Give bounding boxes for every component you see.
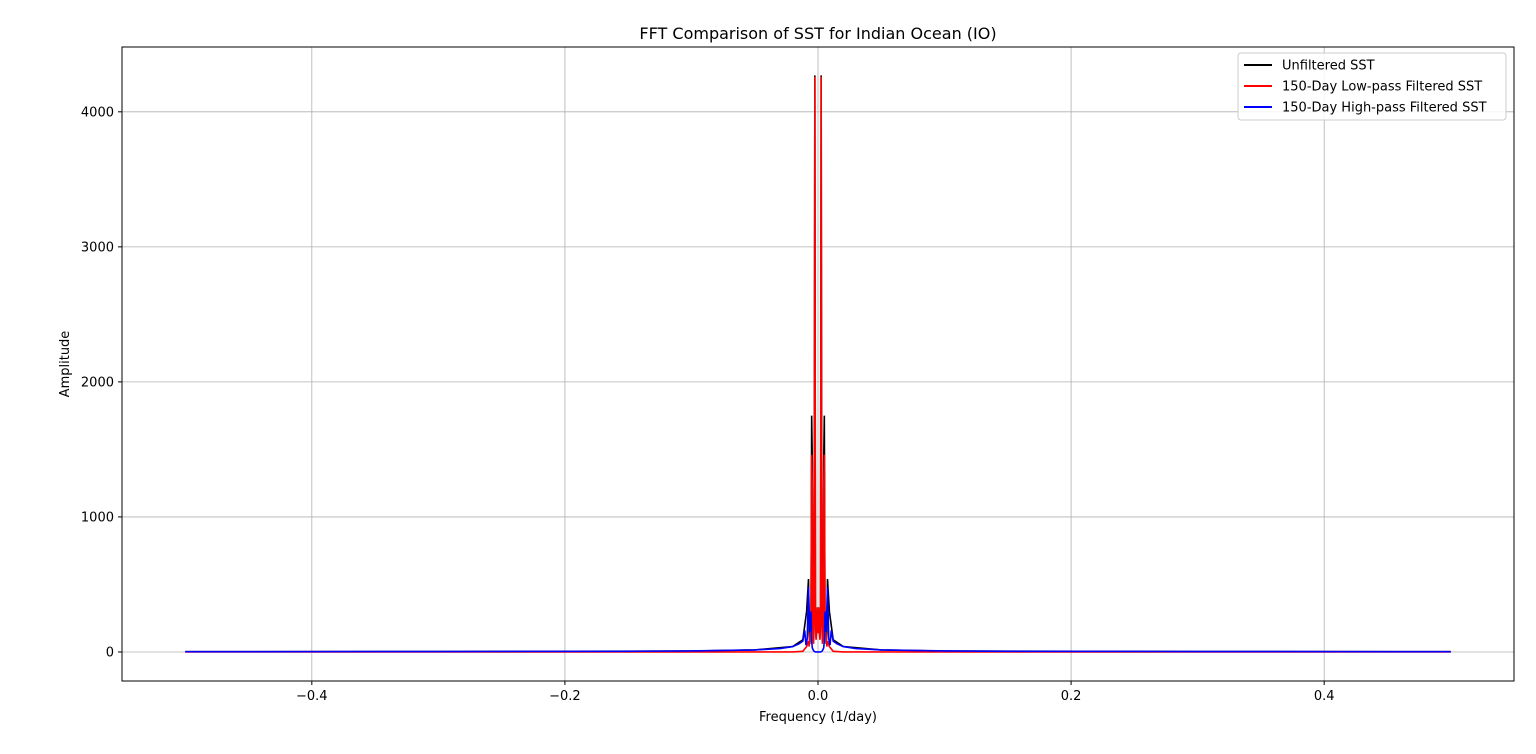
legend-label: 150-Day Low-pass Filtered SST — [1282, 80, 1482, 95]
x-tick-label: 0.4 — [1314, 689, 1335, 704]
axis-ticks: −0.4 −0.2 0.0 0.2 0.4 0 1000 2000 3000 4000 — [81, 105, 1335, 704]
x-tick-label: −0.4 — [296, 689, 328, 704]
chart-title: FFT Comparison of SST for Indian Ocean (… — [639, 24, 996, 43]
series-line-2 — [185, 587, 1451, 653]
y-tick-label: 2000 — [81, 375, 114, 390]
y-tick-label: 4000 — [81, 105, 114, 120]
y-tick-label: 3000 — [81, 240, 114, 255]
y-tick-label: 1000 — [81, 510, 114, 525]
legend: Unfiltered SST 150-Day Low-pass Filtered … — [1237, 52, 1507, 121]
x-tick-label: 0.0 — [808, 689, 829, 704]
series-lines — [185, 75, 1451, 653]
legend-label: 150-Day High-pass Filtered SST — [1282, 101, 1487, 116]
legend-box — [1237, 52, 1507, 121]
legend-label: Unfiltered SST — [1282, 59, 1375, 74]
x-tick-label: 0.2 — [1061, 689, 1082, 704]
x-axis-title: Frequency (1/day) — [759, 710, 877, 725]
x-tick-label: −0.2 — [549, 689, 581, 704]
y-axis-title: Amplitude — [58, 331, 73, 398]
y-tick-label: 0 — [106, 645, 114, 660]
